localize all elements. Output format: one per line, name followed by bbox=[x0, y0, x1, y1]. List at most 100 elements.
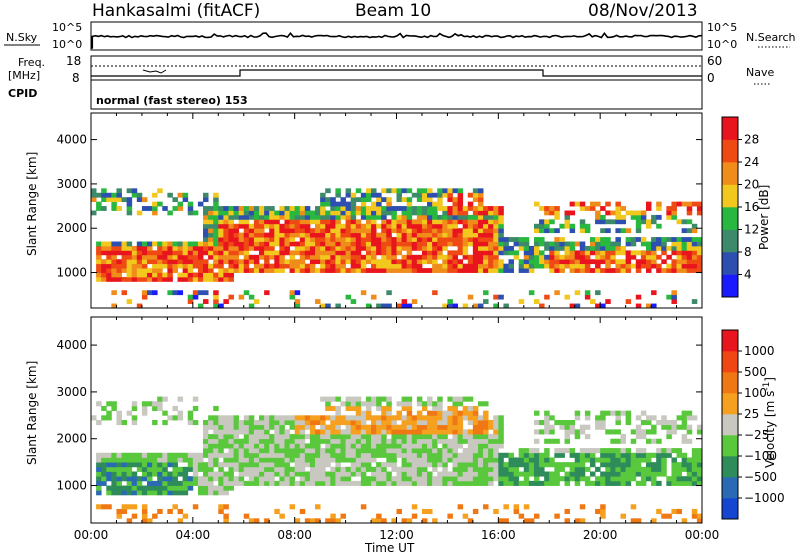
heatmap-cell bbox=[544, 424, 550, 430]
heatmap-cell bbox=[228, 480, 234, 486]
heatmap-cell bbox=[447, 228, 453, 234]
heatmap-cell bbox=[365, 443, 372, 449]
heatmap-cell bbox=[477, 201, 484, 207]
heatmap-cell bbox=[355, 396, 362, 402]
heatmap-cell bbox=[121, 263, 128, 269]
heatmap-cell bbox=[284, 232, 290, 238]
heatmap-cell bbox=[284, 206, 290, 211]
heatmap-cell bbox=[299, 452, 306, 458]
heatmap-cell bbox=[162, 480, 168, 486]
heatmap-cell bbox=[111, 290, 117, 296]
heatmap-cell bbox=[427, 452, 433, 458]
heatmap-cell bbox=[289, 457, 296, 463]
heatmap-cell bbox=[182, 268, 189, 273]
heatmap-cell bbox=[197, 466, 204, 472]
heatmap-cell bbox=[284, 471, 290, 477]
heatmap-cell bbox=[320, 480, 326, 486]
heatmap-cell bbox=[411, 513, 418, 519]
heatmap-cell bbox=[381, 223, 387, 229]
heatmap-cell bbox=[350, 299, 357, 304]
heatmap-cell bbox=[350, 471, 357, 477]
heatmap-cell bbox=[264, 424, 270, 430]
heatmap-cell bbox=[488, 241, 494, 247]
heatmap-cell bbox=[676, 415, 683, 421]
heatmap-cell bbox=[691, 466, 698, 472]
heatmap-cell bbox=[325, 443, 331, 449]
station-title: Hankasalmi (fitACF) bbox=[92, 1, 260, 21]
heatmap-cell bbox=[472, 429, 479, 435]
heatmap-cell bbox=[289, 206, 296, 211]
heatmap-cell bbox=[172, 485, 178, 491]
heatmap-cell bbox=[630, 457, 637, 463]
heatmap-cell bbox=[416, 429, 423, 435]
heatmap-cell bbox=[330, 254, 336, 260]
heatmap-cell bbox=[218, 303, 224, 309]
heatmap-cell bbox=[264, 290, 270, 296]
heatmap-cell bbox=[432, 401, 438, 407]
heatmap-cell bbox=[365, 429, 372, 435]
heatmap-cell bbox=[371, 434, 377, 440]
heatmap-cell bbox=[91, 210, 97, 216]
heatmap-cell bbox=[595, 210, 601, 216]
heatmap-cell bbox=[126, 263, 133, 269]
heatmap-cell bbox=[116, 268, 122, 273]
heatmap-cell bbox=[330, 241, 336, 247]
heatmap-cell bbox=[442, 480, 448, 486]
heatmap-cell bbox=[488, 254, 494, 260]
heatmap-cell bbox=[401, 223, 408, 229]
heatmap-cell bbox=[304, 232, 311, 238]
heatmap-cell bbox=[579, 452, 586, 458]
heatmap-cell bbox=[691, 452, 698, 458]
power-colorbar-tick-label: 24 bbox=[744, 155, 759, 169]
heatmap-cell bbox=[681, 245, 688, 251]
heatmap-cell bbox=[233, 214, 240, 220]
heatmap-cell bbox=[355, 245, 362, 251]
heatmap-cell bbox=[304, 424, 311, 430]
heatmap-cell bbox=[335, 405, 341, 412]
heatmap-cell bbox=[396, 466, 402, 472]
heatmap-cell bbox=[106, 276, 112, 282]
heatmap-cell bbox=[309, 518, 316, 524]
heatmap-cell bbox=[365, 245, 372, 251]
heatmap-cell bbox=[101, 188, 107, 194]
heatmap-cell bbox=[681, 518, 688, 524]
heatmap-cell bbox=[289, 504, 296, 510]
heatmap-cell bbox=[584, 424, 591, 430]
heatmap-cell bbox=[376, 214, 382, 220]
heatmap-cell bbox=[147, 290, 153, 296]
heatmap-cell bbox=[274, 424, 280, 430]
heatmap-cell bbox=[620, 452, 627, 458]
heatmap-cell bbox=[376, 452, 382, 458]
heatmap-cell bbox=[386, 232, 392, 238]
heatmap-cell bbox=[294, 223, 301, 229]
heatmap-cell bbox=[579, 219, 586, 225]
heatmap-cell bbox=[615, 219, 621, 225]
heatmap-cell bbox=[676, 462, 683, 468]
heatmap-cell bbox=[498, 245, 504, 251]
heatmap-cell bbox=[457, 452, 464, 458]
heatmap-cell bbox=[203, 299, 209, 304]
heatmap-cell bbox=[554, 480, 560, 486]
heatmap-cell bbox=[294, 434, 301, 440]
heatmap-cell bbox=[406, 206, 413, 211]
heatmap-cell bbox=[376, 518, 382, 524]
heatmap-cell bbox=[457, 197, 464, 203]
heatmap-cell bbox=[472, 508, 479, 515]
heatmap-cell bbox=[391, 424, 397, 430]
nave-label: Nave bbox=[746, 66, 774, 79]
heatmap-cell bbox=[228, 245, 234, 251]
heatmap-cell bbox=[284, 263, 290, 269]
heatmap-cell bbox=[228, 232, 234, 238]
heatmap-cell bbox=[248, 303, 255, 309]
velocity-colorbar-tick-label: −100 bbox=[744, 449, 777, 463]
heatmap-cell bbox=[493, 415, 499, 421]
heatmap-cell bbox=[595, 259, 601, 265]
heatmap-cell bbox=[477, 241, 484, 247]
heatmap-cell bbox=[442, 438, 448, 444]
heatmap-cell bbox=[539, 206, 545, 211]
heatmap-cell bbox=[269, 415, 275, 421]
heatmap-cell bbox=[645, 219, 652, 225]
heatmap-cell bbox=[197, 290, 204, 296]
heatmap-cell bbox=[630, 214, 637, 220]
heatmap-cell bbox=[533, 420, 540, 426]
